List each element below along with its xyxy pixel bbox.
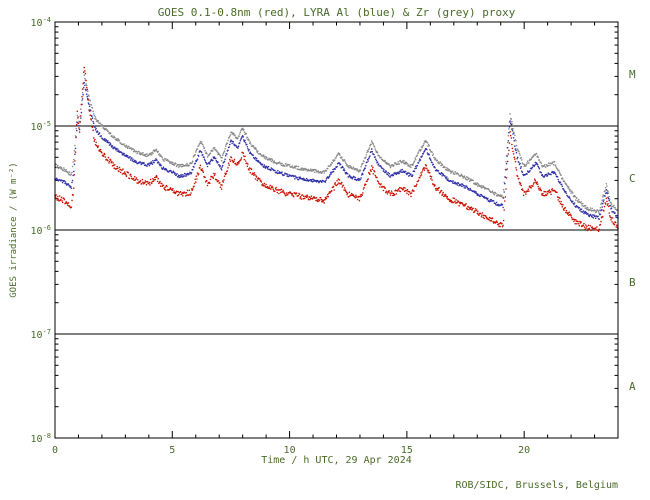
svg-text:10-5: 10-5 bbox=[31, 120, 51, 133]
series-lyra-al bbox=[54, 81, 619, 220]
plot-frame bbox=[54, 21, 619, 439]
svg-text:10: 10 bbox=[284, 445, 296, 456]
svg-text:15: 15 bbox=[401, 445, 413, 456]
y-axis-label: GOES irradiance / (W m⁻²) bbox=[9, 162, 19, 298]
flare-class-lines bbox=[55, 125, 618, 335]
svg-text:0: 0 bbox=[52, 445, 58, 456]
svg-text:M: M bbox=[629, 68, 636, 81]
svg-text:5: 5 bbox=[169, 445, 175, 456]
svg-text:10-8: 10-8 bbox=[31, 432, 51, 445]
svg-text:C: C bbox=[629, 172, 636, 185]
series-lyra-zr bbox=[54, 74, 619, 214]
axis-ticks bbox=[54, 21, 619, 439]
credit-text: ROB/SIDC, Brussels, Belgium bbox=[455, 480, 618, 491]
flare-class-letters: M C B A bbox=[629, 68, 636, 393]
series-goes bbox=[54, 66, 619, 232]
svg-text:B: B bbox=[629, 276, 636, 289]
svg-text:A: A bbox=[629, 380, 636, 393]
x-tick-labels: 0 5 10 15 20 bbox=[52, 445, 530, 456]
y-tick-labels: 10-8 10-7 10-6 10-5 10-4 bbox=[31, 16, 51, 445]
svg-text:10-7: 10-7 bbox=[31, 328, 51, 341]
x-axis-label: Time / h UTC, 29 Apr 2024 bbox=[261, 455, 412, 466]
chart-title: GOES 0.1-0.8nm (red), LYRA Al (blue) & Z… bbox=[157, 6, 516, 19]
svg-text:10-6: 10-6 bbox=[31, 224, 51, 237]
svg-text:10-4: 10-4 bbox=[31, 16, 51, 29]
svg-text:20: 20 bbox=[518, 445, 530, 456]
